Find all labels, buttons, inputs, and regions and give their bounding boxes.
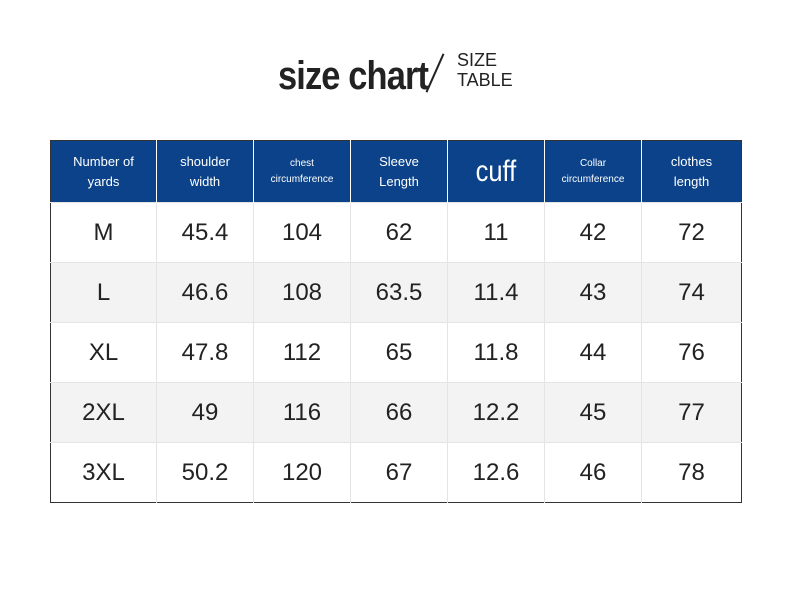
cell-clothes-length: 72	[641, 202, 742, 263]
table-row: M 45.4 104 62 11 42 72	[50, 202, 742, 263]
cell-size: 2XL	[50, 382, 157, 443]
cell-cuff: 11.4	[447, 262, 545, 323]
header-row: Number of yards shoulder width chest cir…	[50, 140, 742, 203]
header-number-of-yards: Number of yards	[50, 140, 157, 203]
table-row: L 46.6 108 63.5 11.4 43 74	[50, 262, 742, 323]
cell-cuff: 11.8	[447, 322, 545, 383]
cell-sleeve-length: 62	[350, 202, 448, 263]
table-row: XL 47.8 112 65 11.8 44 76	[50, 322, 742, 383]
cell-collar-circumference: 45	[544, 382, 642, 443]
cell-shoulder-width: 46.6	[156, 262, 254, 323]
cell-shoulder-width: 50.2	[156, 442, 254, 503]
cell-clothes-length: 78	[641, 442, 742, 503]
cell-cuff: 11	[447, 202, 545, 263]
table-row: 2XL 49 116 66 12.2 45 77	[50, 382, 742, 443]
cell-cuff: 12.2	[447, 382, 545, 443]
cell-clothes-length: 77	[641, 382, 742, 443]
header-label-line-1: Sleeve	[379, 153, 419, 169]
cell-shoulder-width: 47.8	[156, 322, 254, 383]
header-shoulder-width: shoulder width	[156, 140, 254, 203]
header-label-line-1: cuff	[475, 154, 517, 188]
cell-sleeve-length: 63.5	[350, 262, 448, 323]
header-label-line-1: Collar	[579, 157, 607, 169]
cell-shoulder-width: 45.4	[156, 202, 254, 263]
subtitle-line-2: TABLE	[457, 70, 513, 90]
cell-collar-circumference: 44	[544, 322, 642, 383]
table-header: Number of yards shoulder width chest cir…	[50, 140, 742, 203]
header-label-line-2: Length	[379, 173, 419, 189]
header-label-line-1: clothes	[670, 153, 713, 169]
subtitle-line-1: SIZE	[457, 50, 498, 70]
title-block: size chart SIZE TABLE	[278, 48, 513, 100]
cell-chest-circumference: 108	[253, 262, 351, 323]
cell-chest-circumference: 116	[253, 382, 351, 443]
cell-shoulder-width: 49	[156, 382, 254, 443]
header-clothes-length: clothes length	[641, 140, 742, 203]
cell-chest-circumference: 120	[253, 442, 351, 503]
cell-chest-circumference: 104	[253, 202, 351, 263]
cell-size: XL	[50, 322, 157, 383]
header-label-line-1: shoulder	[180, 153, 230, 169]
header-label-line-1: Number of	[73, 153, 134, 169]
cell-sleeve-length: 67	[350, 442, 448, 503]
cell-clothes-length: 74	[641, 262, 742, 323]
size-table: Number of yards shoulder width chest cir…	[50, 140, 742, 503]
cell-size: 3XL	[50, 442, 157, 503]
header-chest-circumference: chest circumference	[253, 140, 351, 203]
table-body: M 45.4 104 62 11 42 72 L 46.6 108 63.5 1…	[50, 202, 742, 503]
cell-sleeve-length: 65	[350, 322, 448, 383]
cell-clothes-length: 76	[641, 322, 742, 383]
cell-sleeve-length: 66	[350, 382, 448, 443]
header-label-line-2: length	[673, 173, 710, 189]
header-sleeve-length: Sleeve Length	[350, 140, 448, 203]
header-label-line-1: chest	[290, 157, 314, 169]
header-label-line-2: circumference	[561, 173, 625, 185]
header-cuff: cuff	[447, 140, 545, 203]
cell-size: M	[50, 202, 157, 263]
cell-collar-circumference: 43	[544, 262, 642, 323]
header-collar-circumference: Collar circumference	[544, 140, 642, 203]
header-label-line-2: width	[189, 173, 221, 189]
cell-chest-circumference: 112	[253, 322, 351, 383]
cell-cuff: 12.6	[447, 442, 545, 503]
cell-collar-circumference: 46	[544, 442, 642, 503]
cell-size: L	[50, 262, 157, 323]
table-row: 3XL 50.2 120 67 12.6 46 78	[50, 442, 742, 503]
cell-collar-circumference: 42	[544, 202, 642, 263]
page-title: size chart	[278, 54, 429, 98]
page-subtitle: SIZE TABLE	[457, 50, 513, 90]
header-label-line-2: yards	[87, 173, 120, 189]
header-label-line-2: circumference	[270, 173, 334, 185]
